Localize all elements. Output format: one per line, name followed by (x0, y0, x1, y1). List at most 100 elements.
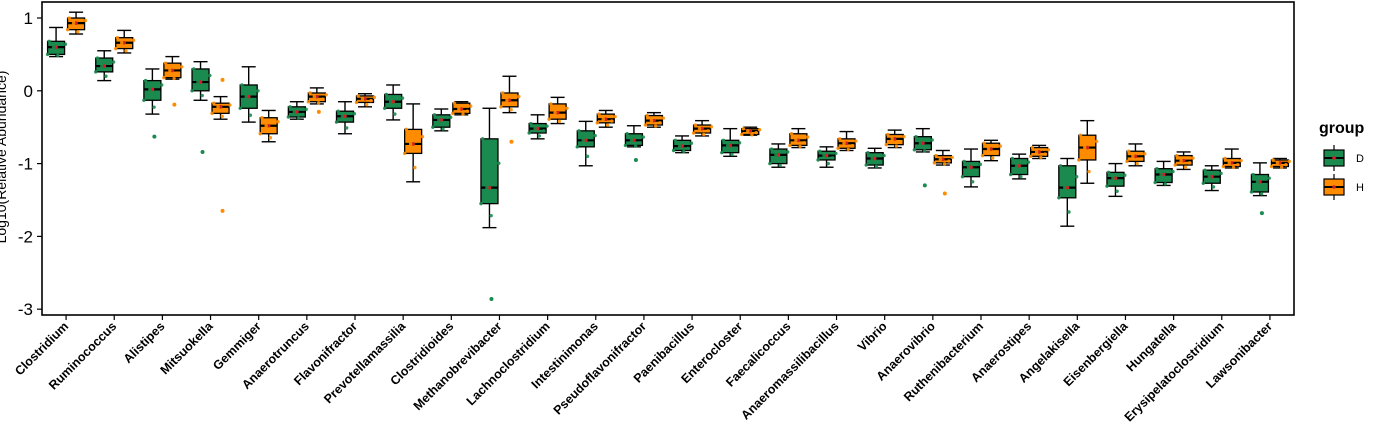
jitter-point (258, 132, 262, 136)
legend-title: group (1319, 120, 1365, 137)
jitter-point (119, 41, 124, 45)
jitter-point (1115, 189, 1119, 193)
box-H-Clostridioides (451, 101, 473, 116)
median-point (54, 45, 58, 49)
jitter-point (152, 105, 156, 109)
jitter-point (645, 113, 649, 118)
jitter-point (1275, 161, 1280, 165)
jitter-point (288, 105, 292, 109)
jitter-point (1067, 210, 1071, 214)
jitter-point (461, 112, 465, 116)
outlier-point (316, 109, 321, 114)
jitter-point (1106, 170, 1111, 175)
jitter-point (445, 121, 449, 126)
legend-key-point (1332, 185, 1336, 189)
y-tick-label: 0 (24, 82, 33, 101)
jitter-point (321, 97, 325, 101)
jitter-point (224, 108, 229, 112)
jitter-point (750, 133, 754, 137)
jitter-point (163, 61, 168, 65)
median-point (632, 138, 636, 143)
jitter-point (1030, 145, 1035, 150)
jitter-point (162, 76, 166, 80)
median-point (487, 185, 492, 190)
median-point (315, 94, 319, 99)
jitter-point (67, 16, 71, 20)
box-D-Alistipes (142, 68, 164, 139)
median-point (776, 153, 781, 157)
jitter-point (292, 110, 296, 114)
jitter-point (625, 132, 629, 136)
jitter-point (272, 128, 277, 132)
median-point (1229, 161, 1234, 165)
jitter-point (1058, 164, 1063, 168)
median-point (102, 64, 107, 68)
jitter-point (1236, 162, 1240, 167)
jitter-point (778, 163, 782, 168)
jitter-point (497, 161, 501, 165)
jitter-point (369, 98, 373, 103)
jitter-point (441, 127, 445, 131)
legend-label: D (1356, 153, 1364, 165)
jitter-point (286, 115, 291, 119)
median-point (170, 68, 175, 73)
jitter-point (870, 156, 874, 161)
jitter-point (1046, 148, 1051, 152)
jitter-point (1163, 182, 1168, 186)
median-point (439, 118, 444, 122)
box-D-Lawsonibacter (1249, 162, 1271, 216)
jitter-point (431, 125, 435, 129)
jitter-point (834, 151, 838, 156)
jitter-point (301, 112, 305, 117)
jitter-point (1105, 184, 1109, 188)
jitter-point (345, 126, 349, 130)
jitter-point (509, 108, 513, 112)
box-H-Anaerostipes (1028, 144, 1051, 160)
median-point (218, 105, 223, 109)
median-point (989, 147, 993, 151)
jitter-point (774, 153, 778, 157)
jitter-point (1287, 159, 1291, 164)
jitter-point (788, 143, 792, 148)
jitter-point (918, 141, 922, 145)
jitter-point (1008, 172, 1013, 177)
jitter-point (529, 121, 533, 126)
jitter-point (590, 141, 594, 146)
jitter-point (252, 100, 257, 105)
jitter-point (982, 141, 986, 145)
box-D-Prevotellamassilia (382, 84, 405, 121)
jitter-point (276, 120, 280, 124)
jitter-point (228, 103, 232, 107)
jitter-point (866, 150, 870, 155)
jitter-point (942, 162, 947, 166)
median-point (1037, 150, 1041, 154)
jitter-point (842, 141, 846, 145)
jitter-point (740, 132, 744, 137)
jitter-point (789, 132, 794, 136)
jitter-point (128, 43, 132, 48)
jitter-point (124, 49, 128, 53)
jitter-point (402, 151, 407, 156)
jitter-point (1284, 162, 1288, 167)
median-point (1181, 158, 1186, 163)
jitter-point (1183, 165, 1188, 169)
jitter-point (1014, 164, 1019, 168)
jitter-point (1249, 190, 1254, 194)
jitter-point (947, 159, 951, 163)
jitter-point (417, 146, 421, 151)
jitter-point (932, 161, 937, 165)
jitter-point (1259, 192, 1264, 196)
jitter-point (561, 114, 566, 118)
jitter-point (388, 100, 393, 104)
jitter-point (172, 76, 176, 81)
jitter-point (384, 92, 389, 97)
jitter-point (822, 153, 826, 158)
jitter-point (356, 94, 360, 98)
jitter-point (782, 157, 787, 161)
outlier-point (220, 77, 225, 82)
jitter-point (160, 83, 164, 87)
jitter-point (324, 93, 328, 97)
median-point (652, 118, 656, 123)
jitter-point (545, 124, 549, 128)
